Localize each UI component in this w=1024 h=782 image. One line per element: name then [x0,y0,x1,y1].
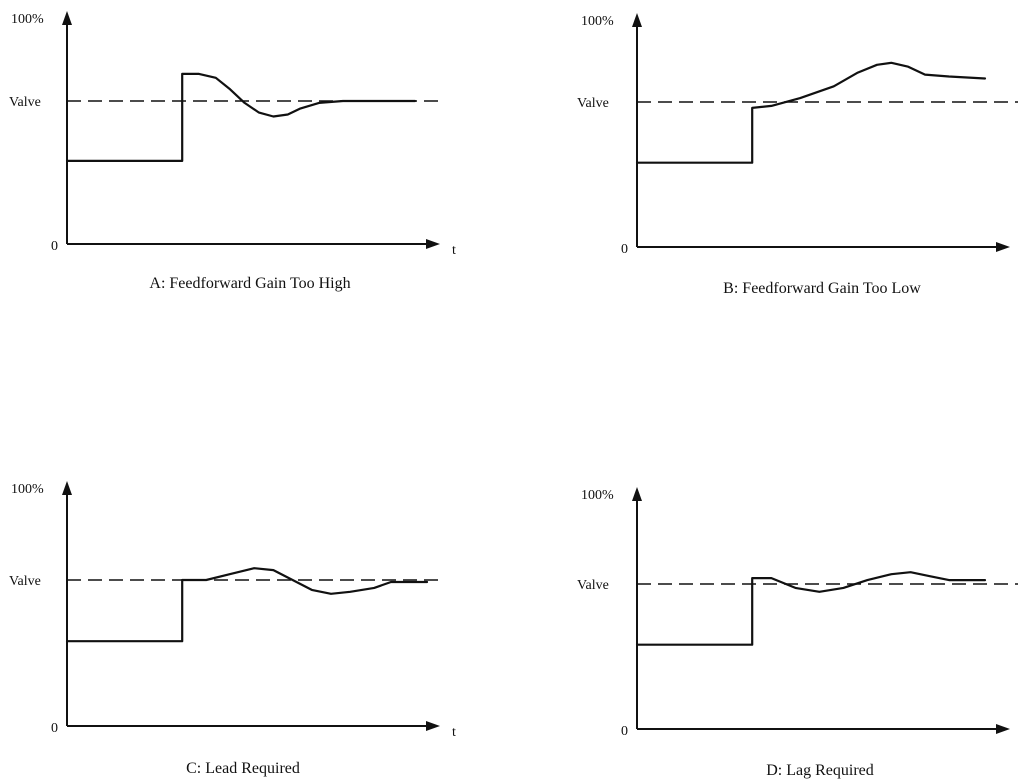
x-axis-arrow [996,242,1010,252]
response-curve [635,61,987,164]
panel-caption: A: Feedforward Gain Too High [149,275,350,292]
valve-label: Valve [577,96,609,111]
response-curve [65,567,429,643]
y-zero-label: 0 [621,724,628,739]
valve-label: Valve [9,574,41,589]
y-zero-label: 0 [51,721,58,736]
panel-a: 100% Valve 0 t A: Feedforward Gain Too High [9,11,456,292]
x-axis-arrow [426,239,440,249]
panel-d: 100% Valve 0 D: Lag Required [577,487,1018,779]
panel-caption: B: Feedforward Gain Too Low [723,280,921,297]
y-axis-arrow [632,487,642,501]
panel-c: 100% Valve 0 t C: Lead Required [9,481,456,777]
y-top-label: 100% [581,14,614,29]
x-axis-arrow [426,721,440,731]
response-curve [635,571,987,646]
y-axis-arrow [62,11,72,25]
panel-b: 100% Valve 0 B: Feedforward Gain Too Low [577,13,1018,297]
x-axis-label: t [452,725,456,740]
y-top-label: 100% [11,12,44,27]
x-axis-label: t [452,243,456,258]
panel-caption: D: Lag Required [766,762,874,779]
y-zero-label: 0 [51,239,58,254]
valve-label: Valve [577,578,609,593]
x-axis-arrow [996,724,1010,734]
y-axis-arrow [62,481,72,495]
valve-label: Valve [9,95,41,110]
y-top-label: 100% [11,482,44,497]
response-curve [65,72,417,162]
y-top-label: 100% [581,488,614,503]
y-axis-arrow [632,13,642,27]
panel-caption: C: Lead Required [186,760,300,777]
y-zero-label: 0 [621,242,628,257]
